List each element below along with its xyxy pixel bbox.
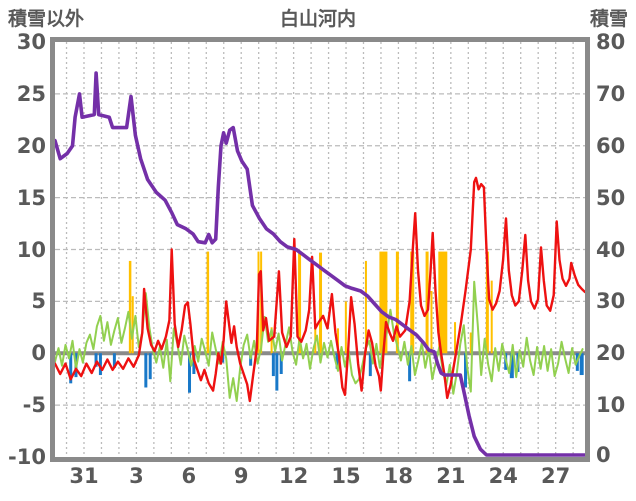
- y-left-tick: 20: [16, 133, 46, 158]
- x-axis-tick: 3: [129, 464, 144, 488]
- y-right-tick: 80: [596, 30, 626, 54]
- x-axis-tick: 15: [331, 464, 361, 488]
- y-right-tick: 60: [596, 133, 626, 158]
- y-left-tick: -10: [8, 445, 46, 469]
- x-axis-tick: 27: [541, 464, 571, 488]
- x-axis-tick: 18: [383, 464, 414, 488]
- y-left-tick: 0: [31, 341, 46, 366]
- x-axis-tick: 31: [69, 464, 99, 488]
- x-axis-tick: 9: [233, 464, 249, 488]
- x-axis-tick: 21: [436, 464, 466, 488]
- y-left-tick: 10: [16, 237, 46, 262]
- y-right-tick: 30: [596, 289, 626, 314]
- x-axis-tick: 6: [181, 464, 197, 488]
- y-right-tick: 50: [596, 185, 626, 210]
- chart-canvas: [55, 42, 585, 457]
- y-right-tick: 0: [596, 443, 611, 467]
- y-right-tick: 20: [596, 341, 626, 366]
- y-right-tick: 70: [596, 81, 626, 106]
- y-right-tick: 10: [596, 393, 626, 418]
- y-left-tick: 5: [31, 289, 46, 314]
- y-right-tick: 40: [596, 237, 626, 262]
- right-axis-title: 積雪: [589, 8, 628, 30]
- y-left-tick: 25: [16, 81, 46, 106]
- x-axis-tick: 24: [488, 464, 518, 488]
- left-axis-title: 積雪以外: [8, 8, 85, 30]
- y-left-tick: 30: [16, 30, 46, 54]
- plot-area: [50, 37, 590, 462]
- chart-title: 白山河内: [279, 8, 357, 30]
- y-left-tick: 15: [16, 185, 46, 210]
- x-axis-tick: 12: [278, 464, 309, 488]
- y-left-tick: -5: [22, 393, 46, 418]
